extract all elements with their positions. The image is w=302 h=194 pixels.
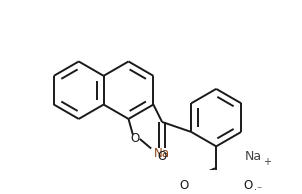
Text: Na: Na	[244, 150, 262, 163]
Text: O: O	[131, 132, 140, 145]
Text: +: +	[263, 157, 271, 167]
Text: O: O	[179, 179, 189, 192]
Text: ·⁻: ·⁻	[254, 185, 262, 194]
Text: O: O	[157, 150, 167, 163]
Text: Na: Na	[154, 147, 170, 160]
Text: O: O	[244, 179, 253, 192]
